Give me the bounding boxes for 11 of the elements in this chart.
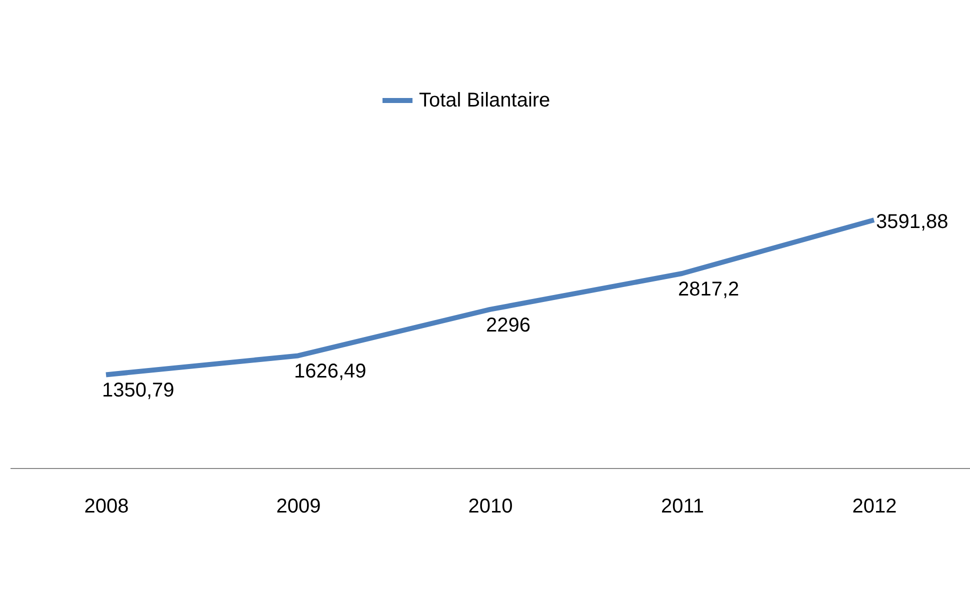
data-label: 3591,88 [876,211,948,233]
x-tick-label: 2012 [852,496,897,518]
data-label: 1350,79 [102,380,174,402]
x-tick-label: 2010 [468,496,513,518]
x-tick-label: 2011 [660,496,704,518]
x-tick-label: 2009 [276,496,321,518]
data-label: 2296 [486,314,530,336]
data-label: 2817,2 [678,278,740,300]
legend-label: Total Bilantaire [419,90,550,112]
x-tick-label: 2008 [84,496,129,518]
data-label: 1626,49 [294,360,366,383]
